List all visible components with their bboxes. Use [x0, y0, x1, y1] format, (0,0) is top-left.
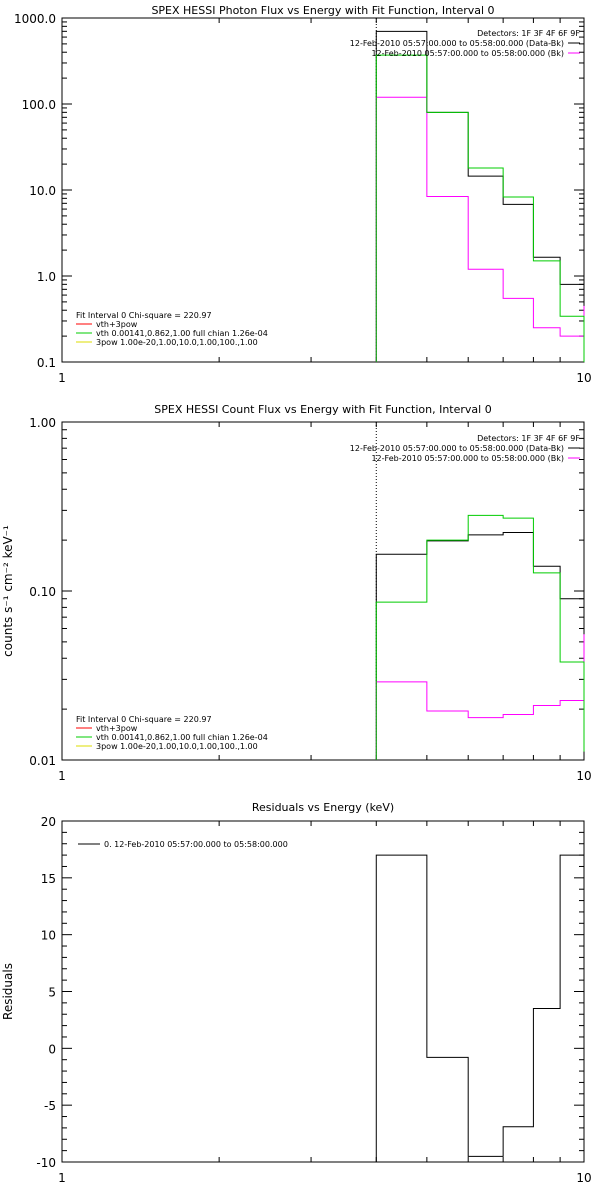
- fit-legend-label: vth+3pow: [96, 320, 138, 329]
- fit-legend-label: 3pow 1.00e-20,1.00,10.0,1.00,100.,1.00: [96, 338, 258, 347]
- y-tick-label: 1.00: [29, 416, 56, 430]
- series-line-1: [375, 30, 585, 362]
- y-tick-label: 0.1: [37, 356, 56, 370]
- y-tick-label: -10: [36, 1156, 56, 1170]
- fit-legend-label: vth+3pow: [96, 724, 138, 733]
- y-axis-label: Residuals: [1, 963, 15, 1020]
- fit-legend-label: 3pow 1.00e-20,1.00,10.0,1.00,100.,1.00: [96, 742, 258, 751]
- y-tick-label: 0.01: [29, 754, 56, 768]
- y-tick-label: 1000.0: [14, 12, 56, 26]
- series-line-1: [375, 531, 585, 760]
- y-tick-label: 5: [48, 986, 56, 1000]
- fit-legend-label: vth 0.00141,0.862,1.00 full chian 1.26e-…: [96, 733, 268, 742]
- series-line-1: [375, 854, 585, 1162]
- y-tick-label: 0: [48, 1042, 56, 1056]
- x-tick-label: 1: [58, 1171, 66, 1185]
- fit-header: Fit Interval 0 Chi-square = 220.97: [76, 715, 212, 724]
- plot-frame: [61, 421, 585, 761]
- info-line: 12-Feb-2010 05:57:00.000 to 05:58:00.000…: [350, 444, 564, 453]
- y-tick-label: 0.10: [29, 585, 56, 599]
- x-tick-label: 1: [58, 371, 66, 385]
- x-tick-label: 10: [576, 371, 591, 385]
- x-tick-label: 10: [576, 769, 591, 783]
- plot-frame: [61, 820, 585, 1163]
- y-tick-label: 10.0: [29, 184, 56, 198]
- residual-legend-label: 0. 12-Feb-2010 05:57:00.000 to 05:58:00.…: [104, 840, 288, 849]
- chart-panel-1: SPEX HESSI Photon Flux vs Energy with Fi…: [14, 4, 592, 385]
- y-tick-label: 1.0: [37, 270, 56, 284]
- y-tick-label: 100.0: [22, 98, 56, 112]
- chart-panel-3: Residuals vs Energy (keV) -10 -5 0 5 10 15 20 1 1…: [1, 801, 592, 1185]
- x-tick-label: 10: [576, 1171, 591, 1185]
- fit-legend-label: vth 0.00141,0.862,1.00 full chian 1.26e-…: [96, 329, 268, 338]
- series-line-2: [375, 96, 585, 362]
- y-tick-label: 10: [41, 929, 56, 943]
- y-tick-label: 20: [41, 815, 56, 829]
- chart-panel-2: SPEX HESSI Count Flux vs Energy with Fit…: [1, 403, 592, 783]
- info-line: 12-Feb-2010 05:57:00.000 to 05:58:00.000…: [350, 39, 564, 48]
- series-line-3: [375, 514, 585, 760]
- info-line: 12-Feb-2010 05:57:00.000 to 05:58:00.000…: [371, 49, 564, 58]
- series-line-2: [375, 634, 585, 760]
- chart-title: SPEX HESSI Count Flux vs Energy with Fit…: [154, 403, 491, 416]
- info-line: Detectors: 1F 3F 4F 6F 9F: [477, 29, 580, 38]
- fit-header: Fit Interval 0 Chi-square = 220.97: [76, 311, 212, 320]
- info-line: Detectors: 1F 3F 4F 6F 9F: [477, 434, 580, 443]
- y-axis-label: counts s⁻¹ cm⁻² keV⁻¹: [1, 525, 15, 657]
- y-tick-label: 15: [41, 872, 56, 886]
- x-tick-label: 1: [58, 769, 66, 783]
- chart-title: SPEX HESSI Photon Flux vs Energy with Fi…: [151, 4, 494, 17]
- info-line: 12-Feb-2010 05:57:00.000 to 05:58:00.000…: [371, 454, 564, 463]
- chart-title: Residuals vs Energy (keV): [252, 801, 394, 814]
- y-tick-label: -5: [44, 1099, 56, 1113]
- series-line-3: [375, 54, 585, 362]
